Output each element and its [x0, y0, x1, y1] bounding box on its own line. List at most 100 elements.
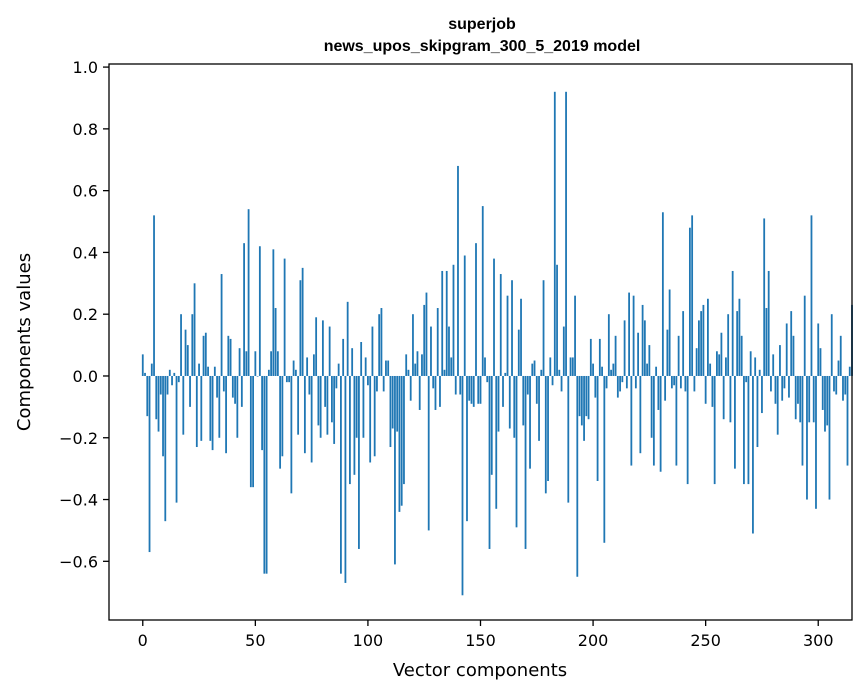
bar-component-280: [772, 354, 775, 376]
bar-component-260: [727, 314, 730, 376]
bar-component-283: [779, 345, 781, 376]
bar-component-54: [263, 375, 266, 574]
bar-component-93: [351, 348, 354, 376]
bar-component-252: [709, 363, 712, 376]
bar-component-26: [200, 375, 203, 441]
bar-component-295: [806, 375, 808, 500]
bar-component-98: [362, 375, 365, 438]
bar-component-95: [355, 375, 358, 438]
bar-component-183: [553, 91, 556, 376]
bar-component-107: [382, 375, 385, 392]
bar-component-113: [396, 375, 399, 432]
bar-component-147: [472, 375, 475, 407]
bar-component-234: [668, 289, 671, 376]
y-tick-label: 0.4: [73, 243, 98, 262]
bar-component-121: [414, 363, 417, 376]
bar-component-7: [157, 375, 160, 432]
bar-component-298: [812, 375, 815, 423]
bar-component-160: [502, 375, 504, 407]
bar-component-251: [707, 298, 709, 376]
bar-component-285: [783, 375, 786, 389]
bar-component-289: [792, 335, 795, 376]
bar-component-138: [452, 264, 455, 376]
bar-component-301: [819, 348, 822, 376]
bar-component-13: [171, 375, 173, 386]
bar-component-255: [716, 351, 718, 376]
bar-component-69: [297, 375, 300, 435]
bar-component-311: [842, 375, 844, 401]
bar-component-47: [247, 209, 250, 376]
bar-component-53: [261, 375, 263, 451]
bar-component-220: [637, 332, 640, 376]
bar-component-58: [272, 249, 275, 376]
bar-component-162: [506, 295, 509, 376]
bar-component-203: [598, 338, 601, 376]
bar-component-135: [445, 270, 448, 376]
bar-component-282: [776, 375, 779, 435]
bar-component-63: [283, 258, 286, 376]
bar-component-286: [785, 323, 788, 376]
bar-component-193: [576, 375, 579, 577]
bar-component-56: [267, 369, 270, 376]
bar-component-263: [734, 375, 736, 469]
bar-component-25: [198, 363, 200, 376]
bar-component-213: [621, 375, 624, 383]
bar-component-29: [207, 366, 209, 376]
bar-component-307: [833, 375, 835, 392]
bar-component-278: [767, 270, 770, 376]
bar-component-91: [346, 301, 349, 376]
bar-component-292: [799, 375, 802, 423]
bar-component-275: [761, 375, 763, 414]
bar-component-199: [589, 338, 592, 376]
bar-component-227: [652, 375, 655, 466]
bar-component-272: [754, 357, 757, 376]
bar-component-198: [587, 375, 590, 420]
bar-component-302: [821, 375, 824, 410]
bar-component-165: [513, 375, 516, 438]
bar-component-5: [153, 215, 155, 376]
bar-component-142: [461, 375, 464, 596]
bar-component-164: [511, 280, 513, 376]
bar-component-167: [517, 329, 520, 376]
bar-component-68: [294, 369, 297, 376]
bar-component-83: [328, 326, 331, 376]
bar-component-90: [344, 375, 347, 583]
y-tick-label: −0.4: [59, 491, 98, 510]
bar-component-173: [531, 363, 534, 376]
bar-component-229: [657, 375, 660, 410]
bar-component-73: [306, 357, 309, 376]
bar-component-144: [466, 375, 468, 522]
bar-component-84: [331, 375, 333, 423]
bar-component-37: [225, 375, 227, 454]
bar-component-211: [616, 375, 619, 398]
bar-component-300: [817, 323, 820, 376]
bar-component-103: [373, 375, 376, 457]
bar-component-116: [403, 375, 405, 485]
bar-component-87: [337, 363, 340, 376]
bar-component-222: [641, 304, 644, 376]
bar-component-254: [713, 375, 716, 485]
bar-component-194: [578, 375, 581, 417]
bar-component-96: [358, 375, 360, 549]
bar-component-172: [529, 375, 531, 469]
bar-component-253: [711, 375, 714, 407]
bar-component-242: [686, 375, 689, 485]
bar-component-273: [756, 375, 759, 448]
bar-component-55: [265, 375, 268, 574]
bar-component-118: [407, 369, 410, 376]
bar-component-214: [623, 320, 626, 376]
bar-component-45: [243, 243, 245, 376]
bar-component-206: [605, 375, 608, 389]
bar-component-62: [281, 375, 284, 457]
bar-component-108: [385, 360, 387, 376]
bar-component-223: [643, 320, 646, 376]
bar-component-185: [558, 369, 561, 376]
bar-component-231: [661, 212, 664, 376]
bar-component-19: [184, 329, 187, 376]
bar-component-18: [182, 375, 185, 435]
bar-component-137: [450, 357, 453, 376]
bar-component-70: [299, 280, 302, 376]
bar-component-111: [391, 375, 394, 429]
